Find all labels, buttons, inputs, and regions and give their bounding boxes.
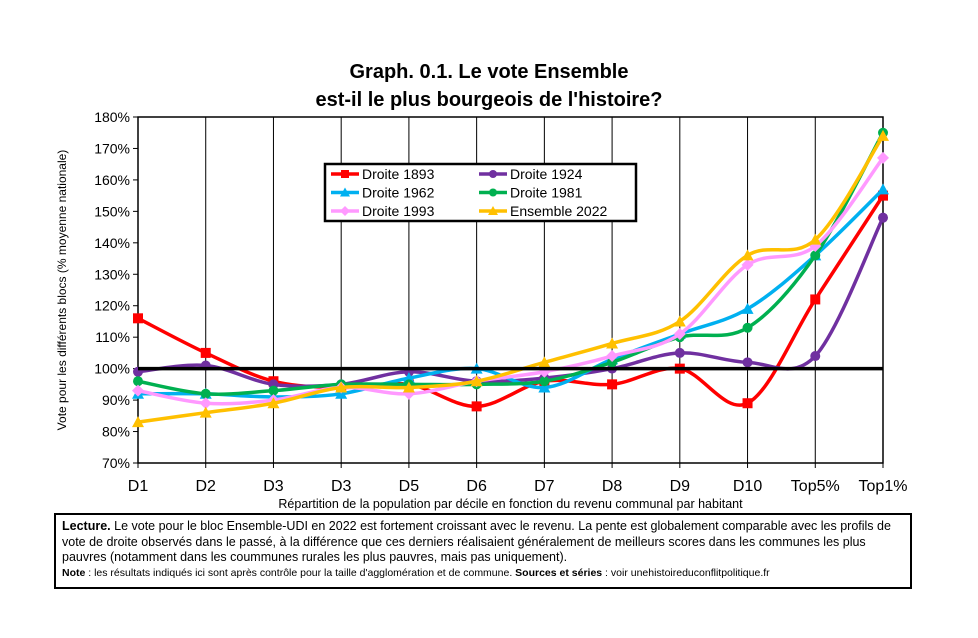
x-tick-label: D8	[602, 478, 623, 495]
lecture-text: Le vote pour le bloc Ensemble-UDI en 202…	[62, 519, 891, 564]
sources-text: : voir unehistoireduconflitpolitique.fr	[602, 566, 770, 579]
y-tick-label: 180%	[94, 109, 130, 125]
data-point-droite-1981	[810, 250, 821, 261]
x-tick-label: D2	[196, 478, 217, 495]
chart-title-line2: est-il le plus bourgeois de l'histoire?	[315, 89, 663, 111]
legend-label-droite-1893: Droite 1893	[362, 166, 435, 182]
x-tick-label: D6	[466, 478, 487, 495]
legend-marker-droite-1981	[489, 188, 497, 197]
x-tick-label: D3	[263, 478, 284, 495]
legend-label-ensemble-2022: Ensemble 2022	[510, 203, 608, 219]
data-point-droite-1893	[471, 401, 482, 412]
legend-marker-droite-1924	[489, 170, 497, 178]
legend: Droite 1893 Droite 1924 Droite 1962 Droite …	[323, 162, 638, 223]
y-tick-label: 100%	[94, 361, 130, 377]
legend-marker-droite-1993	[340, 206, 350, 216]
data-point-ensemble-2022	[335, 381, 348, 393]
data-point-droite-1993	[606, 350, 619, 363]
legend-marker-ensemble-2022	[488, 206, 498, 215]
data-point-droite-1981	[133, 376, 143, 387]
legend-label-droite-1924: Droite 1924	[510, 166, 583, 182]
data-point-droite-1893	[200, 347, 211, 358]
x-tick-label: D5	[399, 478, 420, 495]
data-point-ensemble-2022	[199, 406, 212, 418]
data-point-droite-1893	[607, 379, 618, 390]
data-point-droite-1962	[402, 372, 415, 384]
x-tick-label: D3	[331, 478, 352, 495]
data-point-ensemble-2022	[741, 249, 754, 261]
y-tick-label: 140%	[94, 235, 130, 251]
data-point-droite-1981	[742, 322, 753, 333]
legend-marker-droite-1962	[340, 187, 350, 197]
data-point-droite-1924	[742, 357, 753, 368]
x-tick-label: Top5%	[791, 478, 840, 495]
series-line-droite-1893	[137, 194, 885, 409]
data-point-ensemble-2022	[606, 337, 619, 349]
data-point-droite-1981	[268, 385, 279, 396]
legend-label-droite-1981: Droite 1981	[510, 185, 583, 201]
data-point-droite-1924	[878, 212, 888, 223]
x-tick-label: D10	[733, 478, 762, 495]
data-point-ensemble-2022	[267, 397, 280, 409]
sources-label: Sources et séries	[515, 566, 603, 579]
data-point-droite-1993	[673, 328, 686, 341]
y-tick-label: 160%	[94, 172, 130, 188]
plot-frame	[137, 116, 884, 464]
note-label: Note	[62, 566, 86, 579]
data-point-droite-1893	[810, 294, 821, 305]
chart-title-line1: Graph. 0.1. Le vote Ensemble	[349, 61, 629, 83]
legend-label-droite-1993: Droite 1993	[362, 203, 435, 219]
x-tick-label: D7	[534, 478, 555, 495]
x-tick-label: D1	[128, 478, 149, 495]
y-tick-label: 150%	[94, 203, 130, 219]
data-point-ensemble-2022	[402, 381, 415, 393]
series-line-droite-1924	[137, 216, 885, 389]
y-tick-label: 70%	[102, 455, 130, 471]
y-tick-label: 130%	[94, 266, 130, 282]
note-text: : les résultats indiqués ici sont après …	[85, 566, 516, 579]
legend-marker-droite-1893	[341, 170, 349, 178]
data-point-droite-1924	[674, 347, 685, 358]
data-point-ensemble-2022	[132, 416, 144, 428]
y-tick-label: 170%	[94, 140, 130, 156]
data-point-droite-1924	[810, 351, 821, 362]
data-point-ensemble-2022	[673, 315, 686, 327]
data-point-droite-1981	[607, 357, 618, 368]
x-tick-label: D9	[670, 478, 691, 495]
data-point-droite-1993	[741, 258, 754, 271]
data-point-droite-1893	[742, 398, 753, 409]
data-point-droite-1962	[877, 183, 889, 195]
x-tick-label: Top1%	[859, 478, 908, 495]
data-point-ensemble-2022	[877, 129, 889, 141]
data-point-droite-1893	[878, 190, 888, 201]
x-axis-label: Répartition de la population par décile …	[278, 497, 743, 511]
y-tick-label: 110%	[95, 329, 130, 345]
data-point-ensemble-2022	[538, 356, 551, 368]
data-point-ensemble-2022	[809, 233, 822, 245]
caption-box: Lecture. Le vote pour le bloc Ensemble-U…	[54, 513, 912, 589]
y-tick-label: 80%	[102, 424, 130, 440]
data-point-ensemble-2022	[470, 375, 483, 387]
data-point-droite-1993	[199, 397, 212, 410]
data-point-droite-1993	[132, 384, 144, 397]
data-point-droite-1981	[200, 388, 211, 399]
lecture-label: Lecture.	[62, 519, 111, 533]
data-point-droite-1993	[877, 151, 889, 164]
data-point-droite-1981	[539, 376, 550, 387]
legend-label-droite-1962: Droite 1962	[362, 185, 435, 201]
y-tick-label: 90%	[102, 392, 130, 408]
data-point-droite-1962	[741, 302, 754, 314]
lecture-paragraph: Lecture. Le vote pour le bloc Ensemble-U…	[62, 519, 904, 566]
y-tick-label: 120%	[94, 298, 130, 314]
data-point-droite-1893	[133, 313, 143, 324]
note-paragraph: Note : les résultats indiqués ici sont a…	[62, 566, 904, 580]
data-point-droite-1962	[538, 381, 551, 393]
